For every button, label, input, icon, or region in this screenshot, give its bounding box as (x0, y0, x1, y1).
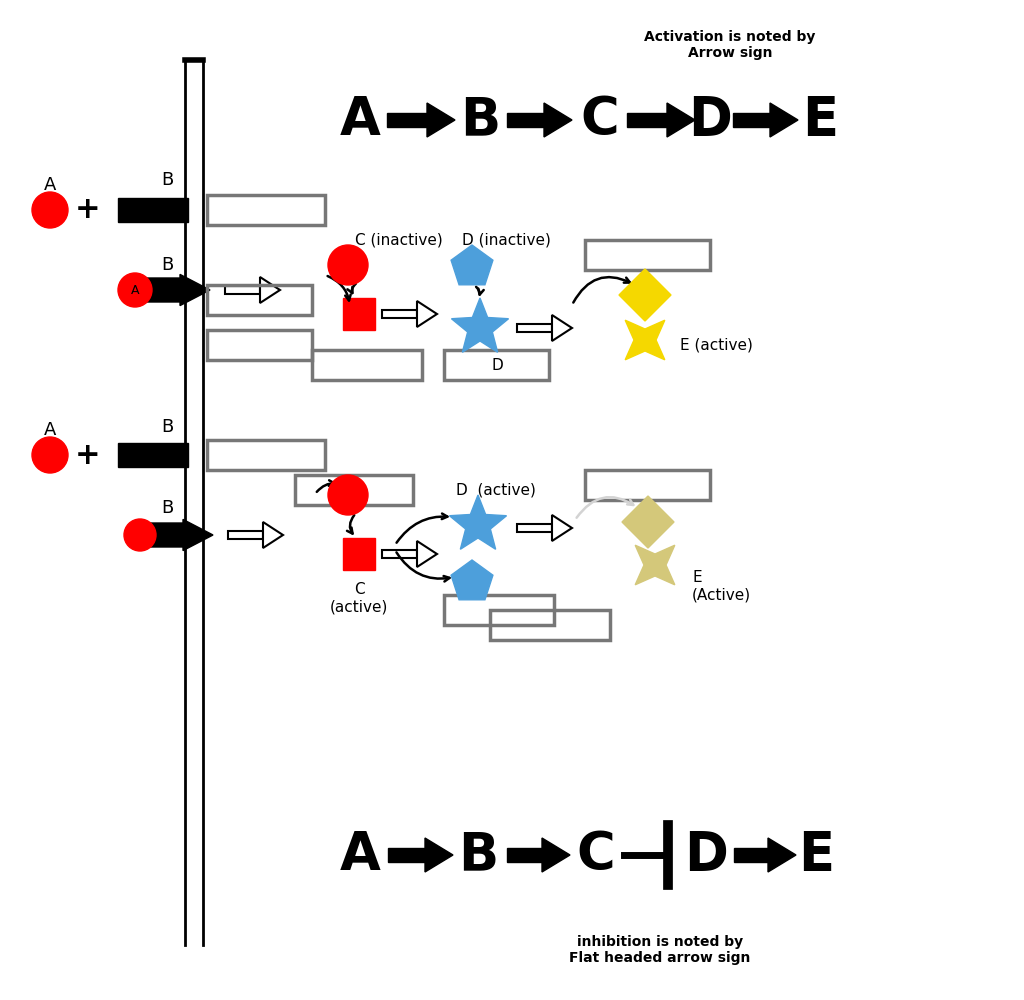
Bar (343, 538, 375, 570)
Bar (118, 443, 188, 467)
Bar (507, 113, 544, 127)
Polygon shape (427, 103, 455, 137)
Text: A: A (131, 284, 139, 296)
Text: (active): (active) (330, 599, 388, 614)
Text: B: B (161, 256, 173, 274)
Bar (382, 310, 417, 318)
Text: inhibition is noted by
Flat headed arrow sign: inhibition is noted by Flat headed arrow… (569, 935, 751, 965)
Text: A: A (340, 94, 381, 146)
Circle shape (328, 475, 368, 515)
Bar (517, 324, 552, 332)
Bar (343, 298, 375, 330)
Polygon shape (635, 545, 675, 585)
Text: B: B (161, 499, 173, 517)
Polygon shape (626, 320, 665, 360)
Polygon shape (667, 103, 695, 137)
Bar (585, 470, 710, 500)
Polygon shape (552, 515, 572, 541)
Text: B: B (460, 94, 500, 146)
Bar (444, 595, 554, 625)
Circle shape (124, 519, 156, 551)
Polygon shape (452, 298, 509, 352)
Bar (228, 531, 263, 539)
Text: E: E (692, 570, 701, 585)
Text: (Active): (Active) (692, 587, 752, 602)
Text: E: E (798, 829, 834, 881)
Text: C: C (581, 94, 620, 146)
Bar (207, 330, 312, 360)
Bar (734, 848, 768, 862)
Bar (627, 113, 667, 127)
Polygon shape (768, 838, 796, 872)
Text: C: C (577, 829, 615, 881)
Bar (388, 848, 425, 862)
Bar (733, 113, 770, 127)
Bar (207, 195, 325, 225)
Bar (118, 198, 188, 222)
Polygon shape (622, 496, 674, 548)
Polygon shape (260, 277, 280, 303)
FancyArrow shape (133, 519, 213, 551)
Bar (312, 350, 422, 380)
Polygon shape (450, 495, 507, 549)
Text: E: E (802, 94, 838, 146)
Bar (585, 240, 710, 270)
Bar (507, 848, 542, 862)
Bar (490, 610, 610, 640)
Circle shape (32, 437, 68, 473)
Text: A: A (44, 176, 56, 194)
Bar (207, 440, 325, 470)
Text: E (active): E (active) (680, 338, 753, 353)
Circle shape (118, 273, 152, 307)
Circle shape (328, 245, 368, 285)
Text: A: A (340, 829, 381, 881)
Bar (444, 350, 549, 380)
Text: B: B (161, 418, 173, 436)
Text: Activation is noted by
Arrow sign: Activation is noted by Arrow sign (644, 30, 816, 60)
Bar (517, 524, 552, 532)
Circle shape (32, 192, 68, 228)
Text: C: C (353, 582, 365, 597)
Bar (382, 550, 417, 558)
Polygon shape (452, 560, 493, 600)
Text: D (inactive): D (inactive) (462, 232, 551, 247)
Text: +: + (75, 196, 100, 225)
Polygon shape (417, 301, 437, 327)
FancyArrow shape (130, 274, 210, 306)
Text: C (inactive): C (inactive) (355, 232, 442, 247)
Text: D: D (684, 829, 728, 881)
Text: A: A (44, 421, 56, 439)
Polygon shape (425, 838, 453, 872)
Polygon shape (263, 522, 283, 548)
Text: D  (active): D (active) (456, 483, 536, 497)
Polygon shape (452, 245, 493, 285)
Polygon shape (417, 541, 437, 567)
Bar (207, 285, 312, 315)
Polygon shape (542, 838, 570, 872)
Text: B: B (458, 829, 498, 881)
Text: D: D (688, 94, 732, 146)
Polygon shape (770, 103, 798, 137)
Bar (387, 113, 427, 127)
Polygon shape (552, 315, 572, 341)
Text: +: + (75, 440, 100, 470)
Text: D: D (492, 358, 503, 372)
Bar (295, 475, 413, 505)
Polygon shape (618, 269, 671, 321)
Polygon shape (544, 103, 572, 137)
Text: B: B (161, 171, 173, 189)
Bar (225, 286, 260, 294)
